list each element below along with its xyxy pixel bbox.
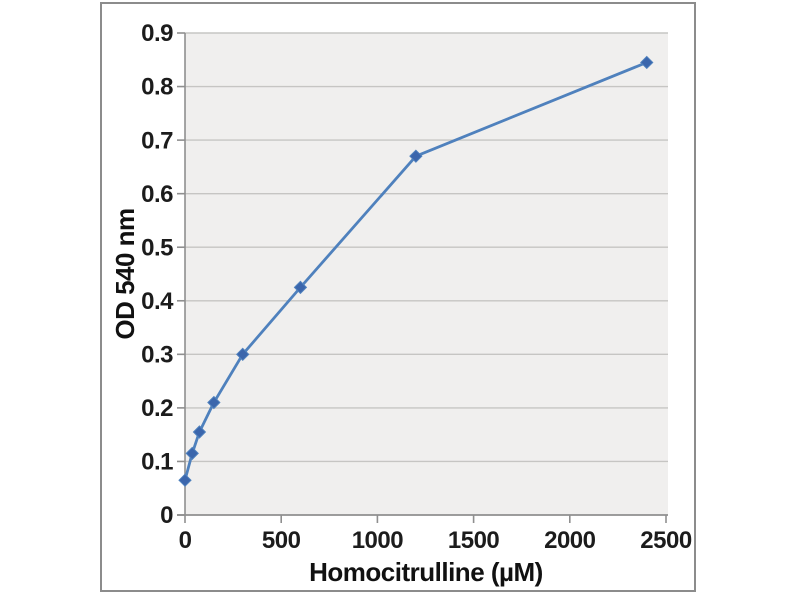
x-axis-title: Homocitrulline (µM) — [309, 557, 543, 587]
data-point-marker — [192, 425, 207, 439]
y-tick-label: 0.6 — [141, 181, 173, 208]
x-tick-label: 2000 — [544, 527, 596, 554]
y-tick-label: 0.3 — [141, 341, 173, 368]
data-point-marker — [409, 149, 423, 163]
y-tick-label: 0.7 — [141, 127, 173, 154]
y-axis-title: OD 540 nm — [110, 208, 140, 339]
y-tick-label: 0.9 — [141, 20, 173, 47]
data-point-marker — [185, 446, 199, 461]
data-point-marker — [207, 395, 221, 410]
x-tick-label: 2500 — [640, 527, 692, 554]
x-tick-label: 1000 — [352, 527, 404, 554]
y-tick-label: 0.5 — [141, 234, 173, 261]
data-point-marker — [640, 55, 654, 70]
plot-layer: 0 0.1 0.2 0.3 0.4 0.5 0.6 0.7 0.8 0.9 0 500 1000 1500… — [141, 20, 692, 554]
data-point-marker — [236, 347, 250, 362]
data-point-marker — [293, 280, 308, 295]
y-tick-label: 0 — [160, 502, 173, 529]
plot-area — [185, 33, 668, 515]
x-tick-label: 1500 — [448, 527, 500, 554]
x-tick-label: 0 — [179, 527, 192, 554]
y-tick-label: 0.1 — [141, 449, 173, 476]
y-tick-label: 0.8 — [141, 74, 173, 101]
y-tick-label: 0.2 — [141, 395, 173, 422]
y-tick-label: 0.4 — [141, 288, 174, 315]
standard-curve-chart: 0 0.1 0.2 0.3 0.4 0.5 0.6 0.7 0.8 0.9 0 500 1000 1500… — [110, 20, 692, 587]
data-point-marker — [178, 473, 192, 487]
chart-frame: 0 0.1 0.2 0.3 0.4 0.5 0.6 0.7 0.8 0.9 0 500 1000 1500… — [100, 2, 696, 592]
x-tick-label: 500 — [262, 527, 301, 554]
